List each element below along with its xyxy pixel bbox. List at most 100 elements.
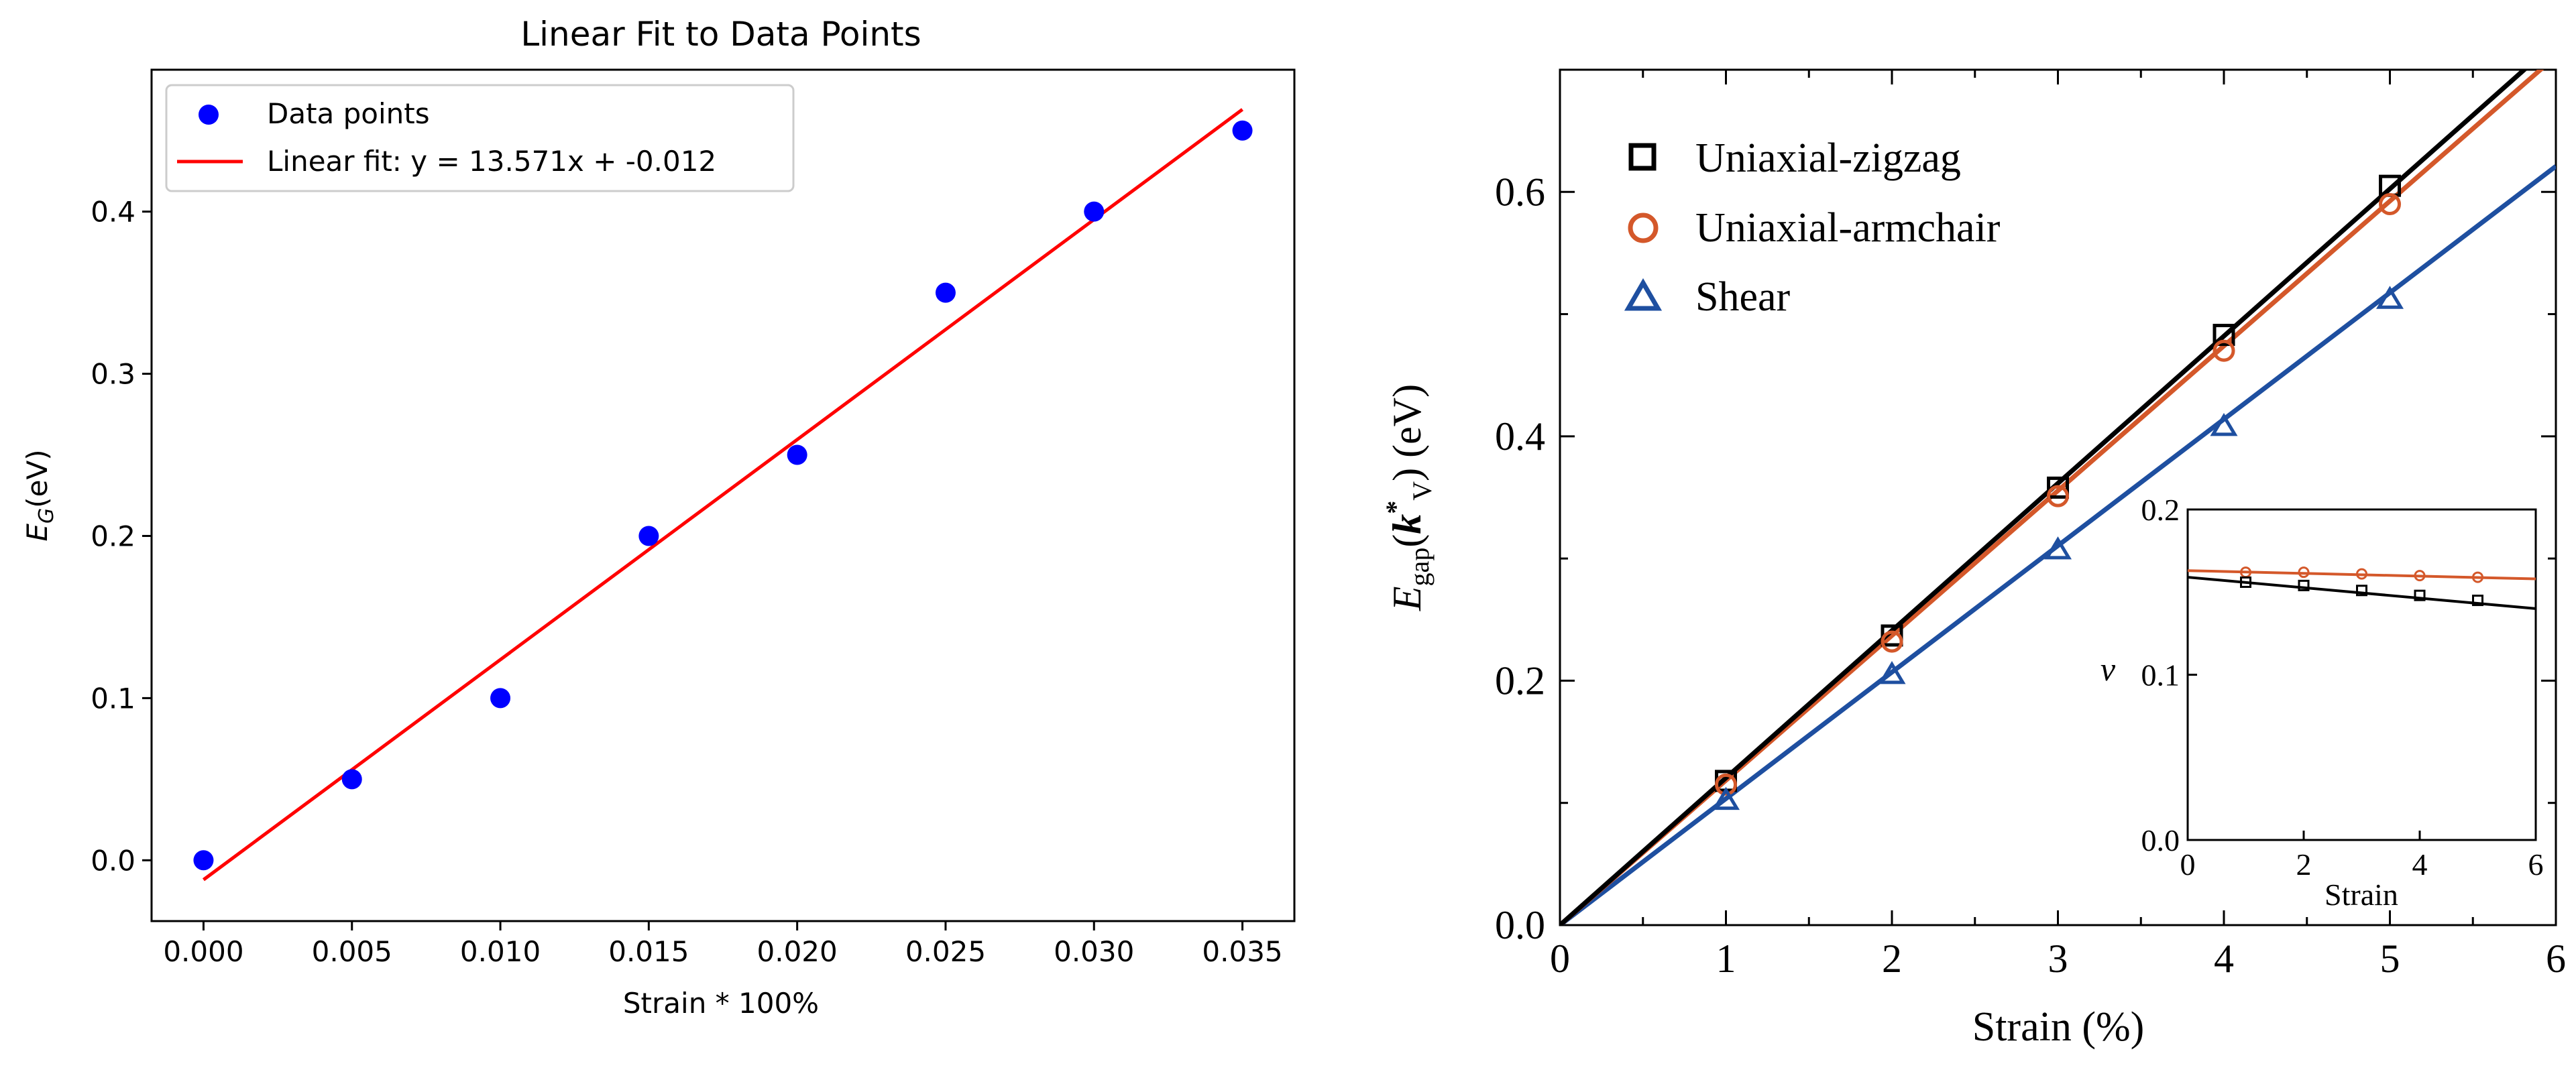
inset-data-point bbox=[2472, 571, 2483, 583]
left-x-tick-label: 0.030 bbox=[1054, 935, 1134, 968]
right-data-point bbox=[1881, 624, 1903, 647]
left-data-point bbox=[1084, 201, 1105, 222]
left-y-tick-label: 0.4 bbox=[91, 196, 135, 229]
right-x-ticks: 0 1 2 3 4 5 6 bbox=[1550, 70, 2566, 981]
inset-fit-lines bbox=[2187, 569, 2536, 610]
right-x-axis-label: Strain (%) bbox=[1972, 1004, 2145, 1050]
inset-x-tick-label: 0 bbox=[2180, 847, 2196, 882]
left-fit-line-group bbox=[202, 108, 1244, 882]
inset-chart: 0 2 4 6 0.0 0.1 0.2 Strain ν bbox=[2101, 493, 2544, 912]
right-legend-label-shear: Shear bbox=[1695, 274, 1791, 320]
right-data-point bbox=[2047, 485, 2069, 507]
right-legend-marker-armchair bbox=[1628, 213, 1659, 243]
left-data-point bbox=[193, 850, 214, 871]
inset-y-tick-label: 0.2 bbox=[2141, 493, 2180, 527]
inset-x-tick-label: 4 bbox=[2412, 847, 2428, 882]
right-chart: 0 1 2 3 4 5 6 0.0 0.2 0.4 0.6 Strain (%) Egap(k*V… bbox=[1380, 68, 2566, 1050]
right-x-tick-label: 3 bbox=[2048, 937, 2068, 981]
right-y-label-open: ( bbox=[1385, 534, 1429, 548]
left-data-point bbox=[341, 769, 362, 790]
inset-data-point bbox=[2356, 585, 2367, 597]
right-y-ticks: 0.0 0.2 0.4 0.6 bbox=[1495, 170, 2556, 947]
inset-x-ticks: 0 2 4 6 bbox=[2180, 831, 2544, 882]
inset-x-tick-label: 2 bbox=[2296, 847, 2312, 882]
inset-plot-frame bbox=[2186, 508, 2537, 841]
inset-data-point bbox=[2298, 579, 2310, 591]
left-x-tick-label: 0.005 bbox=[312, 935, 392, 968]
left-x-ticks: 0.000 0.005 0.010 0.015 0.020 0.025 0.030 0.035 bbox=[163, 921, 1283, 968]
left-x-tick-label: 0.020 bbox=[757, 935, 838, 968]
left-chart: Linear Fit to Data Points 0.000 0.005 0.01… bbox=[21, 15, 1296, 1020]
left-y-tick-label: 0.3 bbox=[91, 358, 135, 391]
right-data-point bbox=[2043, 536, 2072, 560]
left-data-point bbox=[490, 688, 511, 709]
right-legend-label-armchair: Uniaxial-armchair bbox=[1695, 205, 2001, 251]
right-y-label-main: E bbox=[1385, 586, 1429, 611]
right-legend-label-zigzag: Uniaxial-zigzag bbox=[1695, 135, 1961, 181]
right-data-point bbox=[1881, 630, 1903, 653]
right-x-tick-label: 5 bbox=[2380, 937, 2400, 981]
right-y-tick-label: 0.6 bbox=[1495, 170, 1545, 214]
inset-data-point bbox=[2298, 566, 2310, 579]
right-fit-line bbox=[1560, 164, 2556, 925]
inset-y-axis-label: ν bbox=[2101, 650, 2116, 688]
left-data-point bbox=[935, 282, 956, 303]
left-x-tick-label: 0.025 bbox=[905, 935, 986, 968]
inset-data-point bbox=[2472, 595, 2483, 607]
right-x-tick-label: 2 bbox=[1882, 937, 1902, 981]
right-y-label-k-sup: * bbox=[1380, 501, 1410, 514]
right-y-label-k-sub: V bbox=[1407, 481, 1437, 501]
right-y-axis-label: Egap(k*V) (eV) bbox=[1380, 384, 1437, 611]
left-data-point bbox=[1232, 120, 1253, 141]
right-x-tick-label: 1 bbox=[1716, 937, 1736, 981]
left-x-tick-label: 0.015 bbox=[608, 935, 689, 968]
left-plot-frame bbox=[150, 68, 1296, 922]
right-fit-line bbox=[1560, 70, 2528, 925]
inset-x-tick-label: 6 bbox=[2528, 847, 2544, 882]
left-x-tick-label: 0.010 bbox=[460, 935, 541, 968]
right-y-tick-label: 0.0 bbox=[1495, 903, 1545, 947]
left-y-tick-label: 0.1 bbox=[91, 682, 135, 715]
left-y-ticks: 0.0 0.1 0.2 0.3 0.4 bbox=[91, 196, 152, 877]
right-x-tick-label: 4 bbox=[2214, 937, 2234, 981]
left-legend-box bbox=[165, 84, 795, 192]
left-x-axis-label: Strain * 100% bbox=[623, 987, 819, 1020]
inset-y-tick-label: 0.1 bbox=[2141, 658, 2180, 692]
left-legend-label-fit: Linear fit: y = 13.571x + -0.012 bbox=[267, 145, 716, 178]
right-data-point bbox=[2210, 412, 2238, 436]
left-legend: Data points Linear fit: y = 13.571x + -0… bbox=[165, 84, 795, 192]
inset-data-point bbox=[2240, 576, 2251, 588]
right-data-point bbox=[2213, 339, 2235, 362]
left-y-label-unit: (eV) bbox=[21, 449, 54, 507]
left-data-point bbox=[787, 444, 807, 465]
right-data-point bbox=[2213, 324, 2235, 347]
right-data-point bbox=[1712, 786, 1740, 810]
right-legend-marker-shear bbox=[1624, 278, 1663, 311]
right-fit-lines bbox=[1560, 70, 2556, 925]
right-y-tick-label: 0.4 bbox=[1495, 414, 1545, 459]
right-x-tick-label: 6 bbox=[2546, 937, 2566, 981]
left-y-tick-label: 0.0 bbox=[91, 844, 135, 877]
left-x-tick-label: 0.000 bbox=[163, 935, 243, 968]
right-x-tick-label: 0 bbox=[1550, 937, 1570, 981]
inset-x-axis-label: Strain bbox=[2325, 878, 2398, 912]
left-data-point bbox=[638, 526, 659, 546]
right-data-point bbox=[2379, 193, 2401, 216]
right-y-label-k: k bbox=[1385, 514, 1429, 534]
right-legend-marker-zigzag bbox=[1628, 143, 1657, 171]
left-y-label-main: E bbox=[21, 524, 54, 542]
inset-data-point bbox=[2414, 589, 2426, 601]
inset-fit-line bbox=[2187, 576, 2536, 610]
inset-fit-line bbox=[2187, 569, 2536, 581]
right-data-point bbox=[2047, 476, 2069, 499]
left-legend-label-points: Data points bbox=[267, 97, 430, 130]
left-chart-title: Linear Fit to Data Points bbox=[520, 15, 921, 54]
right-data-point bbox=[1715, 773, 1737, 796]
left-y-tick-label: 0.2 bbox=[91, 520, 135, 552]
right-y-label-sub: gap bbox=[1404, 548, 1435, 587]
right-data-point bbox=[1878, 661, 1906, 684]
left-legend-marker-points bbox=[199, 105, 219, 125]
inset-y-ticks: 0.0 0.1 0.2 bbox=[2141, 493, 2197, 857]
left-data-points bbox=[193, 120, 1253, 871]
